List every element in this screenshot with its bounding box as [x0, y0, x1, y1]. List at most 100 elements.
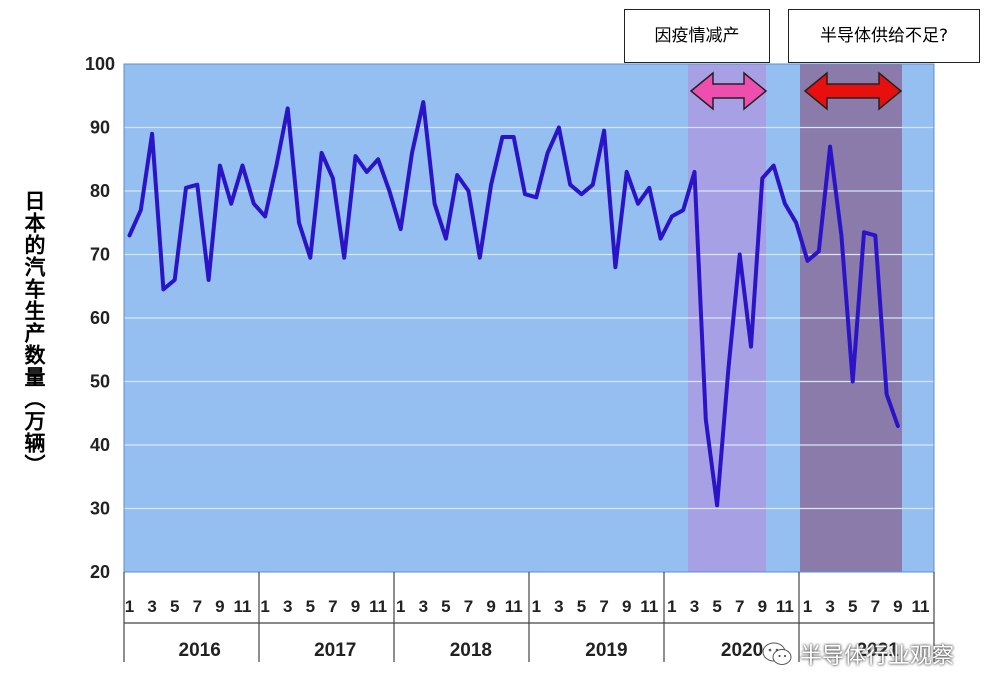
- data-point: [286, 106, 290, 110]
- data-point: [794, 221, 798, 225]
- x-tick-label: 5: [712, 597, 721, 616]
- data-point: [659, 237, 663, 241]
- x-tick-label: 7: [735, 597, 744, 616]
- x-tick-label: 9: [486, 597, 495, 616]
- data-point: [478, 256, 482, 260]
- x-tick-label: 7: [464, 597, 473, 616]
- x-tick-label: 9: [215, 597, 224, 616]
- x-tick-label: 1: [532, 597, 541, 616]
- data-point: [195, 183, 199, 187]
- data-point: [387, 189, 391, 193]
- data-point: [455, 173, 459, 177]
- data-point: [873, 233, 877, 237]
- data-point: [534, 195, 538, 199]
- x-tick-label: 7: [599, 597, 608, 616]
- data-point: [308, 256, 312, 260]
- y-tick-label: 40: [90, 435, 110, 455]
- data-point: [399, 227, 403, 231]
- data-point: [772, 164, 776, 168]
- x-tick-label: 3: [147, 597, 156, 616]
- x-tick-label: 5: [170, 597, 179, 616]
- wechat-icon: [762, 641, 792, 667]
- data-point: [896, 424, 900, 428]
- x-tick-label: 1: [396, 597, 405, 616]
- data-point: [252, 202, 256, 206]
- data-point: [591, 183, 595, 187]
- x-tick-label: 9: [351, 597, 360, 616]
- x-tick-label: 9: [893, 597, 902, 616]
- data-point: [354, 154, 357, 158]
- data-point: [760, 176, 764, 180]
- data-point: [229, 202, 233, 206]
- data-point: [500, 135, 504, 139]
- data-point: [636, 202, 640, 206]
- x-tick-label: 5: [848, 597, 857, 616]
- data-point: [467, 189, 470, 193]
- double-arrow: [803, 71, 903, 111]
- x-tick-label: 3: [419, 597, 428, 616]
- data-point: [161, 287, 165, 291]
- data-point: [489, 183, 493, 187]
- data-point: [218, 164, 222, 168]
- data-point: [173, 278, 177, 282]
- data-point: [557, 126, 561, 129]
- data-point: [365, 170, 369, 174]
- data-point: [817, 249, 821, 253]
- data-point: [693, 170, 696, 174]
- year-label: 2021: [857, 640, 900, 661]
- data-point: [523, 192, 527, 196]
- data-point: [263, 214, 267, 218]
- data-point: [851, 380, 855, 383]
- data-point: [885, 392, 889, 396]
- x-tick-label: 1: [125, 597, 134, 616]
- data-point: [749, 345, 753, 349]
- double-arrow: [689, 71, 768, 111]
- data-point: [625, 170, 629, 174]
- x-tick-label: 3: [283, 597, 292, 616]
- year-label: 2019: [585, 640, 627, 661]
- x-tick-label: 11: [234, 597, 252, 616]
- data-point: [580, 192, 583, 196]
- data-point: [139, 208, 143, 212]
- y-tick-label: 50: [90, 372, 110, 392]
- x-tick-label: 5: [306, 597, 315, 616]
- x-tick-label: 11: [640, 597, 658, 616]
- x-tick-label: 1: [667, 597, 676, 616]
- y-tick-label: 80: [90, 181, 110, 201]
- x-tick-label: 3: [825, 597, 834, 616]
- x-tick-label: 9: [622, 597, 631, 616]
- data-point: [647, 186, 651, 190]
- data-point: [862, 230, 866, 234]
- x-tick-label: 3: [554, 597, 563, 616]
- data-point: [670, 214, 674, 218]
- data-point: [320, 151, 324, 155]
- y-tick-label: 90: [90, 118, 110, 138]
- data-point: [715, 503, 719, 507]
- watermark: 半导体行业观察: [762, 634, 954, 674]
- data-point: [128, 233, 131, 237]
- covid-annotation: 因疫情减产: [624, 9, 770, 63]
- y-tick-label: 20: [90, 562, 110, 582]
- x-tick-label: 9: [758, 597, 767, 616]
- data-point: [207, 278, 211, 282]
- data-point: [150, 132, 154, 136]
- x-tick-label: 11: [776, 597, 794, 616]
- data-point: [602, 129, 606, 133]
- chip-shortage-annotation: 半导体供给不足?: [788, 9, 980, 63]
- data-point: [704, 418, 708, 422]
- data-point: [241, 164, 244, 168]
- data-point: [568, 183, 572, 187]
- data-point: [738, 253, 742, 256]
- year-label: 2017: [314, 640, 356, 661]
- data-point: [839, 233, 843, 237]
- data-point: [806, 259, 809, 263]
- x-tick-label: 5: [577, 597, 586, 616]
- x-tick-label: 11: [369, 597, 387, 616]
- y-tick-label: 60: [90, 308, 110, 328]
- x-tick-label: 7: [193, 597, 202, 616]
- data-point: [331, 176, 335, 180]
- y-tick-label: 30: [90, 499, 110, 519]
- data-point: [342, 256, 346, 260]
